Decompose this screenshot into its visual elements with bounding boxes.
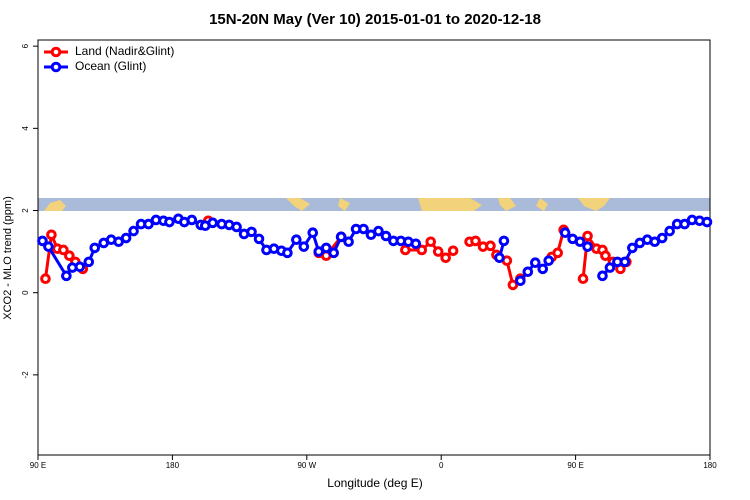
legend-point [50,46,62,58]
point [507,279,519,291]
x-axis-label: Longitude (deg E) [327,476,422,490]
point [470,235,481,247]
point [597,270,608,282]
point [43,241,54,252]
legend-label: Land (Nadir&Glint) [75,44,174,58]
legend-label: Ocean (Glint) [75,59,146,73]
point [307,227,319,239]
point [440,252,451,264]
point [529,257,541,269]
point [515,275,526,287]
point [537,263,549,275]
x-tick-label: 180 [166,461,180,470]
point [343,236,354,248]
point [328,247,339,259]
point [143,218,154,230]
y-tick-label: 0 [21,290,30,295]
x-tick-label: 90 E [567,461,583,470]
point [46,229,57,241]
point [253,233,265,245]
point [246,226,257,238]
point [207,217,219,229]
point [582,241,593,252]
point [679,218,690,230]
point [298,241,310,252]
point [432,246,444,257]
point [410,238,422,250]
chart-title: 15N-20N May (Ver 10) 2015-01-01 to 2020-… [209,11,541,28]
point [494,252,505,264]
point [128,225,139,237]
point [498,235,510,247]
point [600,250,611,262]
point [416,244,428,256]
point [559,227,571,239]
point [320,242,332,254]
point [522,266,534,278]
point [664,225,675,237]
point [543,255,555,266]
point [577,273,589,285]
x-tick-label: 90 W [297,461,316,470]
point [58,244,69,256]
point [282,247,293,259]
point [447,245,459,257]
point [400,244,411,256]
y-tick-label: -2 [21,371,30,379]
x-tick-label: 90 E [30,461,46,470]
point [358,223,369,235]
y-tick-label: 4 [21,126,30,131]
point [619,256,631,268]
map-strip [38,198,710,211]
x-tick-label: 0 [439,461,444,470]
point [37,235,48,247]
point [380,230,392,242]
point [582,230,593,242]
point [656,232,668,244]
point [335,231,347,243]
point [485,240,496,252]
y-axis-label: XCO2 - MLO trend (ppm) [2,196,14,319]
point [425,236,437,248]
y-tick-label: 6 [21,43,30,48]
point [89,242,101,254]
point [552,247,563,259]
legend-point [50,61,62,73]
point [627,242,638,254]
point [40,273,51,285]
point [120,232,132,244]
point [604,262,616,273]
plot-frame [37,39,711,456]
point [291,234,302,245]
point [64,250,75,262]
point [83,256,95,268]
x-tick-label: 180 [703,461,717,470]
point [373,225,384,237]
map-land [44,198,610,211]
point [574,236,586,248]
y-tick-label: 2 [21,208,30,213]
point [701,216,713,228]
point [231,221,242,233]
point [186,214,198,226]
point [164,216,175,228]
point [74,261,86,273]
point [61,270,72,282]
